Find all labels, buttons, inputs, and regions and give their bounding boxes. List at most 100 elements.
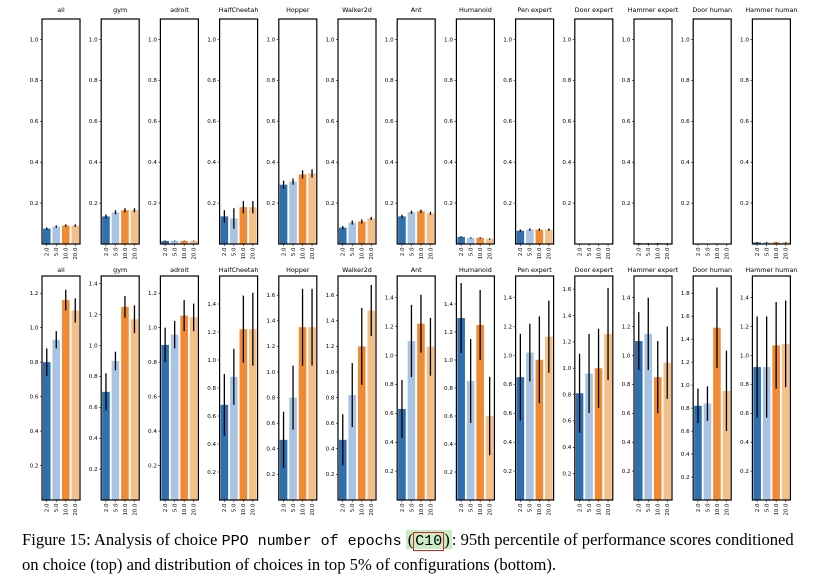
x-tick-label: 10.0 [182,503,188,516]
x-tick-label: 5.0 [172,247,178,256]
bar [407,212,416,244]
x-tick-label: 10.0 [774,247,780,260]
x-tick-label: 10.0 [300,247,306,260]
y-tick-label: 0.8 [681,78,690,84]
bar [772,345,780,500]
y-tick-label: 0.4 [89,436,98,442]
y-tick-label: 1.4 [740,295,749,301]
subplot-top-8: Pen expert 0.2 0.4 0.6 0.8 1.0 2.0 5.0 10.0 20.0 [503,6,555,260]
caption-choice-highlight: (C10) [405,530,452,551]
bar [42,228,51,244]
bar [407,341,416,500]
caption-choice-name: PPO number of epochs [221,533,402,550]
bar [485,416,494,500]
y-tick-label: 0.2 [30,463,39,469]
subplot-frame [337,275,377,501]
y-tick-label: 0.6 [89,405,98,411]
bar [516,377,525,500]
y-tick-label: 0.2 [385,469,394,475]
x-tick-label: 20.0 [132,503,138,516]
bar [466,381,475,500]
bar [644,333,653,500]
x-tick-label: 20.0 [783,247,789,260]
x-tick-label: 2.0 [45,503,51,512]
bar [189,317,198,500]
x-tick-label: 20.0 [724,247,730,260]
x-tick-label: 20.0 [369,503,375,516]
x-tick-label: 2.0 [400,247,406,256]
y-tick-label: 0.2 [89,201,98,207]
y-tick-label: 0.6 [622,411,631,417]
y-tick-label: 0.8 [740,78,749,84]
y-tick-label: 0.2 [562,201,571,207]
y-tick-label: 1.2 [444,330,453,336]
y-tick-label: 1.0 [266,37,275,43]
y-tick-label: 0.8 [681,406,690,412]
y-tick-label: 0.2 [562,471,571,477]
y-tick-label: 1.6 [562,287,571,293]
x-tick-label: 20.0 [547,503,553,516]
subplot-title: Hammer expert [628,266,679,274]
bar [781,242,790,244]
bar [357,221,366,244]
x-tick-label: 10.0 [478,247,484,260]
y-tick-label: 0.4 [622,160,631,166]
y-tick-label: 1.2 [89,312,98,318]
subplot-top-5: Walker2d 0.2 0.4 0.6 0.8 1.0 2.0 5.0 10.0 20.0 [326,6,377,260]
subplot-frame [100,18,140,245]
subplot-bottom-11: Door human 0.2 0.4 0.6 0.8 1.0 1.2 1.4 1.6 1.8 2.0… [681,266,732,516]
x-tick-label: 10.0 [656,503,662,516]
x-tick-label: 5.0 [232,247,238,256]
y-tick-label: 0.2 [148,201,157,207]
y-tick-label: 0.4 [207,442,216,448]
y-tick-label: 0.8 [30,360,39,366]
x-tick-label: 2.0 [222,247,228,256]
bar [61,225,70,244]
y-tick-label: 1.2 [207,330,216,336]
x-tick-label: 2.0 [341,247,347,256]
bar [161,344,169,500]
bar [348,222,357,244]
y-tick-label: 1.0 [681,383,690,389]
x-tick-label: 10.0 [596,503,602,516]
bar [102,216,110,244]
subplot-title: Hopper [286,266,310,274]
y-tick-label: 0.8 [562,78,571,84]
y-tick-label: 1.4 [562,313,571,319]
subplot-title: Hopper [286,6,310,14]
y-tick-label: 1.4 [207,302,216,308]
bar [121,210,129,244]
y-tick-label: 1.0 [740,353,749,359]
subplot-title: Door human [692,266,732,274]
x-tick-label: 10.0 [537,503,543,516]
y-tick-label: 1.0 [207,358,216,364]
subplot-bottom-12: Hammer human 0.2 0.4 0.6 0.8 1.0 1.2 1.4 2.0 5.0 1… [740,266,797,516]
y-tick-label: 0.4 [622,440,631,446]
subplot-bottom-5: Walker2d 0.2 0.4 0.6 0.8 1.0 1.2 1.4 1.6 2.0 5.0 10… [326,266,377,516]
x-tick-label: 20.0 [73,247,79,260]
subplot-frame [396,18,436,245]
y-tick-label: 0.2 [207,470,216,476]
subplot-title: Humanoid [459,266,492,274]
y-tick-label: 0.2 [266,472,275,478]
bar [753,242,761,244]
y-tick-label: 0.4 [503,440,512,446]
subplot-title: HalfCheetah [219,6,259,14]
x-tick-label: 5.0 [528,503,534,512]
x-tick-label: 10.0 [537,247,543,260]
y-tick-label: 0.2 [622,469,631,475]
y-tick-label: 0.4 [266,160,275,166]
x-tick-label: 20.0 [487,247,493,260]
bar [230,218,238,244]
y-tick-label: 1.2 [30,291,39,297]
x-tick-label: 2.0 [281,503,287,512]
y-tick-label: 1.0 [444,358,453,364]
y-tick-label: 0.2 [444,201,453,207]
x-tick-label: 10.0 [478,503,484,516]
x-tick-label: 20.0 [369,247,375,260]
subplot-top-6: Ant 0.2 0.4 0.6 0.8 1.0 2.0 5.0 10.0 20.0 [385,6,436,260]
subplot-title: Door expert [575,6,614,14]
x-tick-label: 5.0 [232,503,238,512]
y-tick-label: 1.0 [89,37,98,43]
